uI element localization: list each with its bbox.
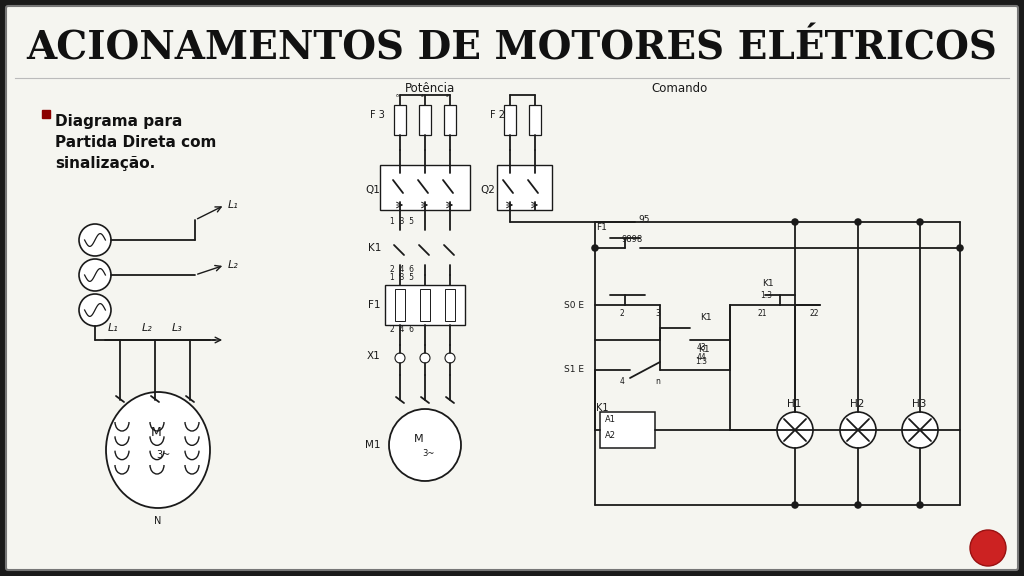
Text: K1: K1 — [700, 313, 712, 323]
Text: M1: M1 — [365, 440, 381, 450]
Text: F1: F1 — [596, 222, 607, 232]
Bar — [385, 285, 465, 325]
Bar — [42, 110, 50, 118]
Text: 44: 44 — [697, 354, 707, 362]
Text: H3: H3 — [912, 399, 927, 409]
Bar — [445, 289, 455, 321]
Circle shape — [420, 353, 430, 363]
Text: X1: X1 — [367, 351, 381, 361]
Circle shape — [389, 409, 461, 481]
Text: 43: 43 — [697, 343, 707, 353]
Circle shape — [79, 294, 111, 326]
Bar — [504, 105, 516, 135]
Text: F1: F1 — [368, 300, 381, 310]
Text: A1: A1 — [605, 415, 616, 425]
Text: L₁: L₁ — [108, 323, 119, 333]
Text: 1  3  5: 1 3 5 — [390, 218, 414, 226]
Circle shape — [855, 502, 861, 508]
Text: ⁶: ⁶ — [396, 95, 399, 101]
Text: K1: K1 — [698, 346, 710, 354]
Text: 2: 2 — [620, 309, 625, 317]
Text: 21: 21 — [758, 309, 768, 317]
Circle shape — [970, 530, 1006, 566]
Circle shape — [592, 245, 598, 251]
Text: L₁: L₁ — [228, 200, 239, 210]
Text: 2  4  6: 2 4 6 — [390, 266, 414, 275]
Text: 3~: 3~ — [422, 449, 434, 457]
Circle shape — [445, 353, 455, 363]
Circle shape — [777, 412, 813, 448]
Text: 1  3  5: 1 3 5 — [390, 274, 414, 282]
Text: H2: H2 — [850, 399, 864, 409]
Circle shape — [840, 412, 876, 448]
Circle shape — [79, 224, 111, 256]
Bar — [600, 412, 655, 448]
Text: Potência: Potência — [404, 81, 455, 94]
Text: 4: 4 — [620, 377, 625, 386]
Bar — [497, 165, 552, 210]
Text: Diagrama para
Partida Direta com
sinalização.: Diagrama para Partida Direta com sinaliz… — [55, 114, 216, 171]
Circle shape — [918, 502, 923, 508]
Text: M: M — [414, 434, 424, 444]
Text: ⁴: ⁴ — [421, 95, 424, 101]
Text: S0 E: S0 E — [564, 301, 584, 309]
Circle shape — [395, 353, 406, 363]
Circle shape — [792, 219, 798, 225]
Text: K1: K1 — [762, 279, 773, 287]
Text: n: n — [655, 377, 659, 386]
Circle shape — [855, 219, 861, 225]
Bar — [395, 289, 406, 321]
Text: H1: H1 — [787, 399, 802, 409]
Text: ACIONAMENTOS DE MOTORES ELÉTRICOS: ACIONAMENTOS DE MOTORES ELÉTRICOS — [27, 29, 997, 67]
FancyBboxPatch shape — [6, 6, 1018, 570]
Text: F 3: F 3 — [370, 110, 385, 120]
Bar — [419, 105, 431, 135]
Text: Comando: Comando — [652, 81, 709, 94]
Text: L₂: L₂ — [228, 260, 239, 270]
Bar — [444, 105, 456, 135]
Text: L₂: L₂ — [142, 323, 153, 333]
Bar — [420, 289, 430, 321]
Text: 1.3: 1.3 — [695, 358, 707, 366]
Text: 22: 22 — [810, 309, 819, 317]
Text: 95: 95 — [638, 215, 649, 225]
Text: 2  4  6: 2 4 6 — [390, 325, 414, 335]
Text: M: M — [151, 426, 162, 438]
Text: Q2: Q2 — [480, 185, 495, 195]
Text: 1.3: 1.3 — [760, 290, 772, 300]
Circle shape — [902, 412, 938, 448]
Circle shape — [957, 245, 963, 251]
Bar — [529, 105, 541, 135]
Text: L₃: L₃ — [172, 323, 182, 333]
Text: 3~: 3~ — [156, 450, 170, 460]
Text: K1: K1 — [596, 403, 608, 413]
Text: A2: A2 — [605, 430, 616, 439]
Text: ²: ² — [446, 95, 449, 101]
Text: F 2: F 2 — [490, 110, 505, 120]
Bar — [394, 105, 406, 135]
Text: S1 E: S1 E — [564, 366, 584, 374]
Ellipse shape — [106, 392, 210, 508]
Bar — [380, 165, 470, 210]
Circle shape — [79, 259, 111, 291]
Circle shape — [792, 502, 798, 508]
Text: 9898: 9898 — [622, 236, 643, 244]
Circle shape — [918, 219, 923, 225]
Text: K1: K1 — [368, 243, 381, 253]
Text: 3: 3 — [655, 309, 659, 317]
Text: Q1: Q1 — [365, 185, 380, 195]
Text: N: N — [155, 516, 162, 526]
